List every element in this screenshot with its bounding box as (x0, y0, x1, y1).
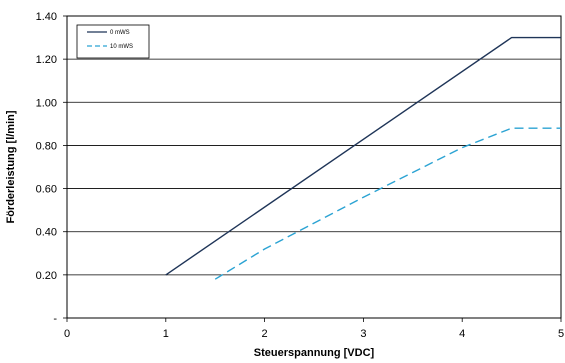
legend-box (76, 24, 150, 59)
y-axis-title: Förderleistung [l/min] (5, 110, 17, 223)
series-line-1 (214, 127, 561, 280)
y-tick-label-1: 0.20 (36, 270, 57, 282)
grid-lines (67, 58, 561, 276)
x-tick-label-3: 3 (360, 328, 366, 340)
y-tick-label-5: 1.00 (36, 97, 57, 109)
x-tick-label-4: 4 (459, 328, 465, 340)
y-tick-label-6: 1.20 (36, 54, 57, 66)
y-tick-label-4: 0.80 (36, 140, 57, 152)
axis-ticks: - 0.20 0.40 0.60 0.80 1.00 1.20 1.40 0 1 2 3 4 5 (36, 11, 564, 340)
x-tick-label-0: 0 (64, 328, 70, 340)
plot-area-border (66, 15, 562, 319)
x-tick-label-2: 2 (262, 328, 268, 340)
y-tick-label-0: - (53, 313, 57, 325)
x-axis-title: Steuerspannung [VDC] (254, 347, 375, 359)
legend: 0 mWS 10 mWS (76, 24, 150, 59)
x-tick-label-1: 1 (163, 328, 169, 340)
y-tick-label-2: 0.40 (36, 227, 57, 239)
x-tick-label-5: 5 (558, 328, 564, 340)
y-tick-label-3: 0.60 (36, 184, 57, 196)
legend-label-0-mws: 0 mWS (110, 30, 130, 36)
legend-label-10-mws: 10 mWS (110, 44, 133, 50)
series-line-0 (165, 36, 561, 276)
y-tick-label-7: 1.40 (36, 11, 57, 23)
series-lines (165, 36, 561, 280)
